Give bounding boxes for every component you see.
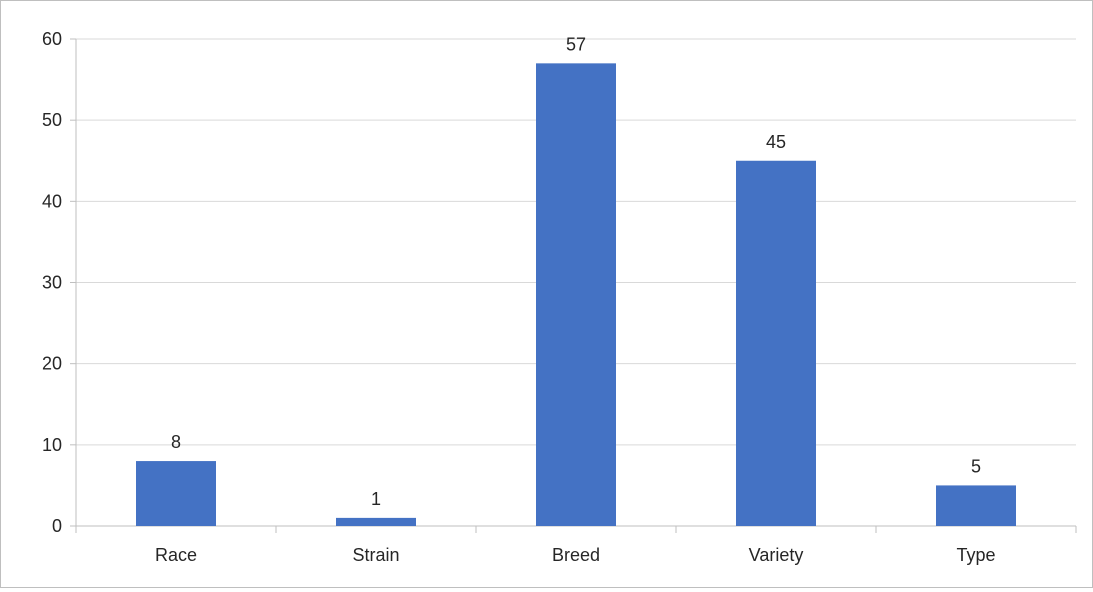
y-tick-label: 40	[42, 191, 62, 211]
x-tick-label-race: Race	[155, 545, 197, 565]
y-tick-label: 60	[42, 29, 62, 49]
data-label-race: 8	[171, 432, 181, 452]
x-tick-label-type: Type	[956, 545, 995, 565]
y-tick-label: 50	[42, 110, 62, 130]
bars	[136, 63, 1016, 526]
x-tick-label-variety: Variety	[749, 545, 804, 565]
bar-race	[136, 461, 216, 526]
bar-type	[936, 485, 1016, 526]
x-tick-label-strain: Strain	[352, 545, 399, 565]
y-tick-label: 30	[42, 273, 62, 293]
data-label-type: 5	[971, 456, 981, 476]
data-label-variety: 45	[766, 132, 786, 152]
bar-strain	[336, 517, 416, 526]
data-label-breed: 57	[566, 34, 586, 54]
bar-breed	[536, 63, 616, 526]
data-label-strain: 1	[371, 489, 381, 509]
y-tick-label: 0	[52, 516, 62, 536]
y-tick-label: 10	[42, 435, 62, 455]
y-tick-label: 20	[42, 354, 62, 374]
labels: 0 10 20 30 40 50 60 8 Race 1 Strain 57 Breed 45 Variet…	[42, 29, 996, 565]
bar-variety	[736, 160, 816, 526]
x-tick-label-breed: Breed	[552, 545, 600, 565]
